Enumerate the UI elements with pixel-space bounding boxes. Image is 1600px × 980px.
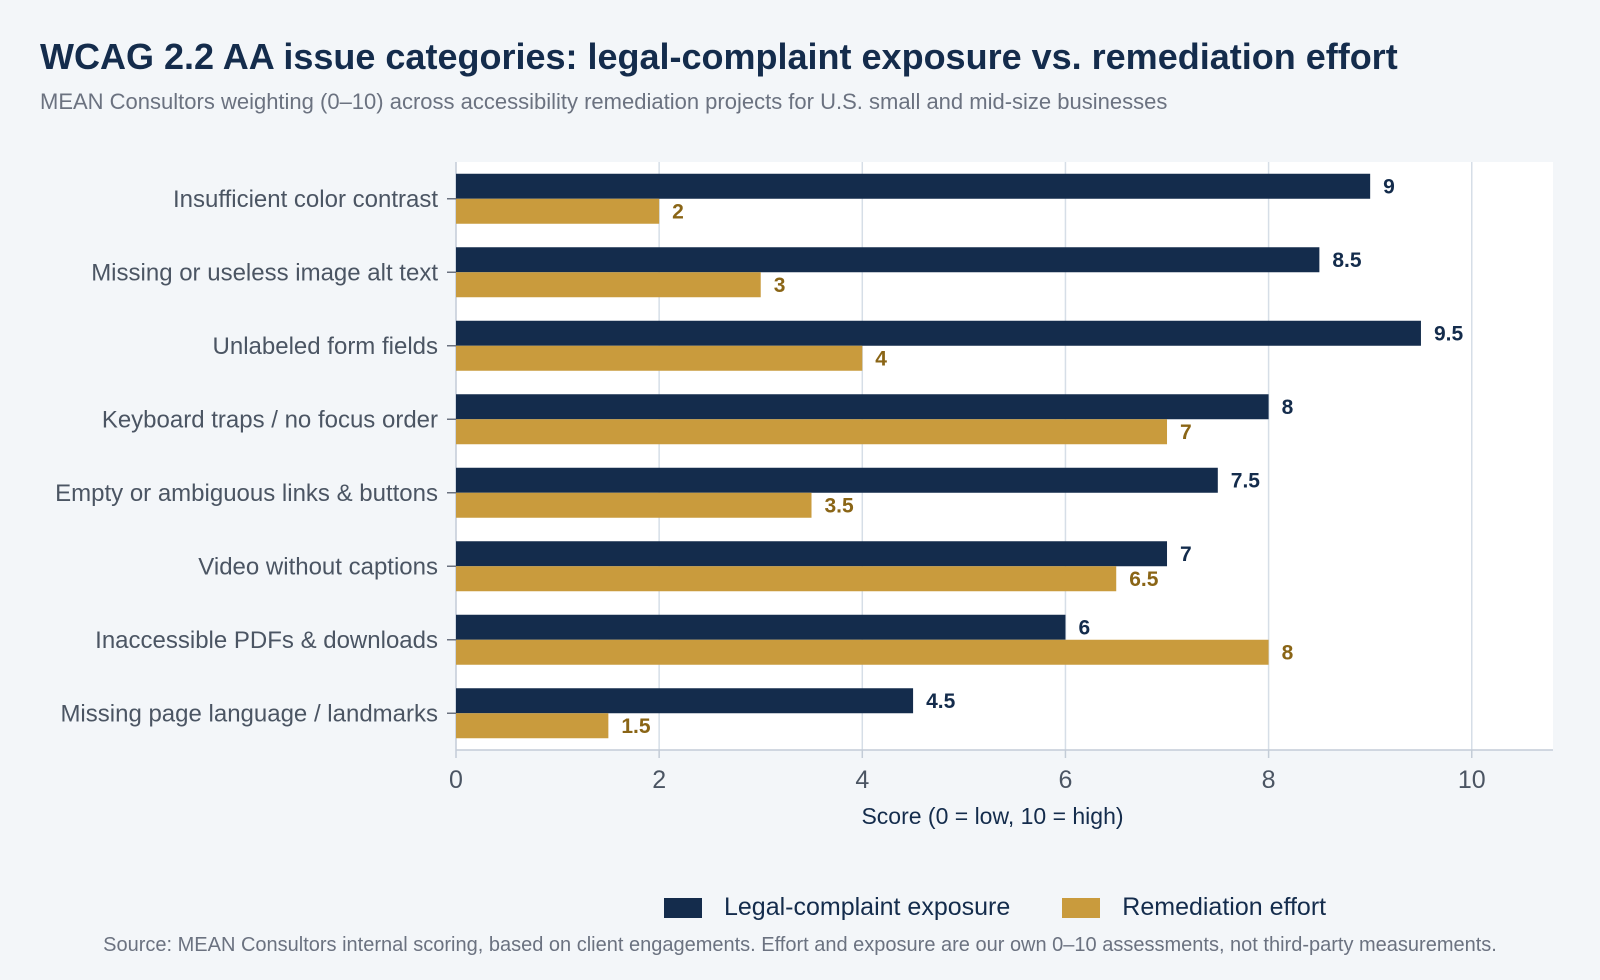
data-label-effort-2: 4	[875, 347, 887, 370]
bar-chart: 0 2 4 6 8 10 Score (0 = low, 10 = high) Insuffi…	[55, 162, 1553, 829]
data-label-effort-0: 2	[672, 200, 684, 223]
bar-effort-4	[456, 492, 812, 518]
data-label-exposure-6: 6	[1078, 616, 1090, 639]
bar-effort-6	[456, 639, 1269, 665]
bar-effort-1	[456, 272, 761, 298]
y-tick-label-4: Empty or ambiguous links & buttons	[55, 480, 438, 507]
legend-item-effort: Remediation effort	[1062, 893, 1326, 922]
legend-swatch-effort	[1062, 897, 1101, 918]
chart-subtitle: MEAN Consultors weighting (0–10) across …	[40, 89, 1168, 114]
legend-label-effort: Remediation effort	[1122, 893, 1327, 921]
data-label-exposure-3: 8	[1282, 396, 1294, 419]
bar-exposure-3	[456, 394, 1269, 420]
y-tick-label-3: Keyboard traps / no focus order	[102, 406, 438, 433]
bar-effort-3	[456, 419, 1168, 445]
x-tick-label-5: 10	[1458, 766, 1486, 794]
data-label-effort-5: 6.5	[1129, 568, 1159, 591]
chart-legend: Legal-complaint exposure Remediation eff…	[664, 893, 1378, 922]
legend-swatch-exposure	[664, 897, 702, 918]
bar-exposure-6	[456, 614, 1066, 640]
x-tick-label-1: 2	[652, 766, 666, 794]
bar-effort-0	[456, 198, 660, 224]
bar-exposure-1	[456, 247, 1320, 273]
y-tick-label-2: Unlabeled form fields	[213, 333, 438, 360]
data-label-effort-4: 3.5	[825, 494, 855, 517]
legend-label-exposure: Legal-complaint exposure	[724, 893, 1011, 921]
source-note: Source: MEAN Consultors internal scoring…	[103, 934, 1497, 956]
data-label-exposure-5: 7	[1180, 543, 1192, 566]
y-tick-label-6: Inaccessible PDFs & downloads	[95, 627, 438, 654]
data-label-effort-3: 7	[1180, 421, 1192, 444]
y-tick-label-7: Missing page language / landmarks	[60, 700, 438, 727]
x-tick-label-0: 0	[449, 766, 463, 794]
x-tick-label-4: 8	[1262, 766, 1276, 794]
bar-exposure-0	[456, 173, 1371, 199]
data-label-exposure-4: 7.5	[1231, 469, 1261, 492]
y-tick-label-0: Insufficient color contrast	[173, 186, 438, 213]
data-label-effort-1: 3	[774, 274, 786, 297]
bar-effort-5	[456, 566, 1117, 592]
bar-exposure-4	[456, 467, 1218, 493]
data-label-exposure-7: 4.5	[926, 690, 956, 713]
bar-exposure-7	[456, 688, 914, 714]
y-tick-label-5: Video without captions	[198, 553, 438, 580]
data-label-exposure-0: 9	[1383, 175, 1395, 198]
x-axis-label: Score (0 = low, 10 = high)	[861, 803, 1123, 829]
x-tick-label-3: 6	[1058, 766, 1072, 794]
chart-title: WCAG 2.2 AA issue categories: legal-comp…	[40, 36, 1398, 77]
data-label-effort-6: 8	[1282, 641, 1294, 664]
bar-exposure-5	[456, 541, 1168, 567]
legend-item-exposure: Legal-complaint exposure	[664, 893, 1010, 922]
data-label-exposure-1: 8.5	[1332, 249, 1362, 272]
bar-effort-2	[456, 345, 863, 371]
y-tick-label-1: Missing or useless image alt text	[91, 259, 438, 286]
x-tick-label-2: 4	[855, 766, 869, 794]
data-label-effort-7: 1.5	[621, 715, 651, 738]
data-label-exposure-2: 9.5	[1434, 322, 1464, 345]
bar-effort-7	[456, 713, 609, 739]
bar-exposure-2	[456, 320, 1421, 346]
